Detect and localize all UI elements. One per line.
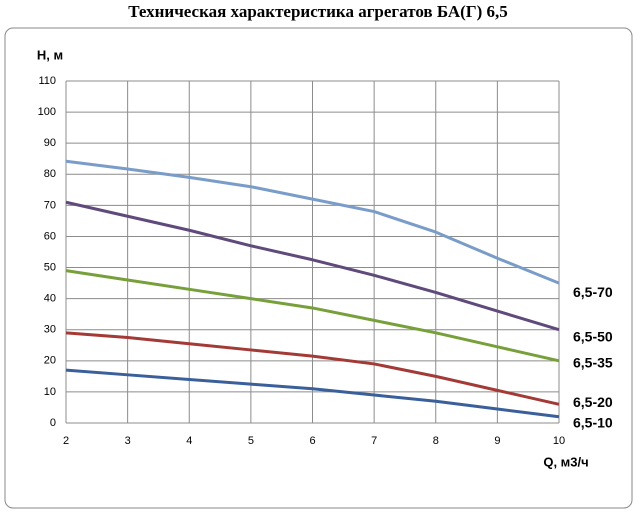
y-tick-label: 0 — [50, 417, 56, 429]
x-tick-label: 5 — [248, 435, 254, 447]
x-tick-label: 6 — [309, 435, 315, 447]
y-tick-label: 100 — [38, 106, 56, 118]
y-tick-label: 110 — [38, 75, 56, 87]
y-tick-label: 70 — [44, 199, 56, 211]
series-label: 6,5-10 — [573, 414, 613, 430]
x-tick-label: 9 — [494, 435, 500, 447]
series-line — [65, 159, 560, 285]
series-label: 6,5-50 — [573, 328, 613, 344]
y-axis-title: H, м — [37, 47, 63, 62]
y-tick-label: 60 — [44, 230, 56, 242]
series-label: 6,5-35 — [573, 355, 613, 371]
x-tick-label: 2 — [63, 435, 69, 447]
y-tick-label: 50 — [44, 261, 56, 273]
y-tick-label: 90 — [44, 137, 56, 149]
x-tick-label: 10 — [553, 435, 565, 447]
y-tick-label: 20 — [44, 355, 56, 367]
chart-title: Техническая характеристика агрегатов БА(… — [128, 2, 508, 21]
x-tick-label: 3 — [125, 435, 131, 447]
y-tick-label: 80 — [44, 168, 56, 180]
y-tick-label: 30 — [44, 324, 56, 336]
x-tick-label: 4 — [186, 435, 192, 447]
series-line — [65, 368, 560, 419]
x-axis-title: Q, м3/ч — [543, 454, 588, 469]
series-line — [65, 269, 560, 363]
x-tick-label: 7 — [371, 435, 377, 447]
series-label: 6,5-70 — [573, 284, 613, 300]
series-line — [65, 331, 560, 406]
chart-frame — [4, 27, 633, 509]
series-label: 6,5-20 — [573, 394, 613, 410]
series-line — [65, 200, 560, 332]
y-tick-label: 10 — [44, 386, 56, 398]
y-tick-label: 40 — [44, 293, 56, 305]
x-tick-label: 8 — [433, 435, 439, 447]
